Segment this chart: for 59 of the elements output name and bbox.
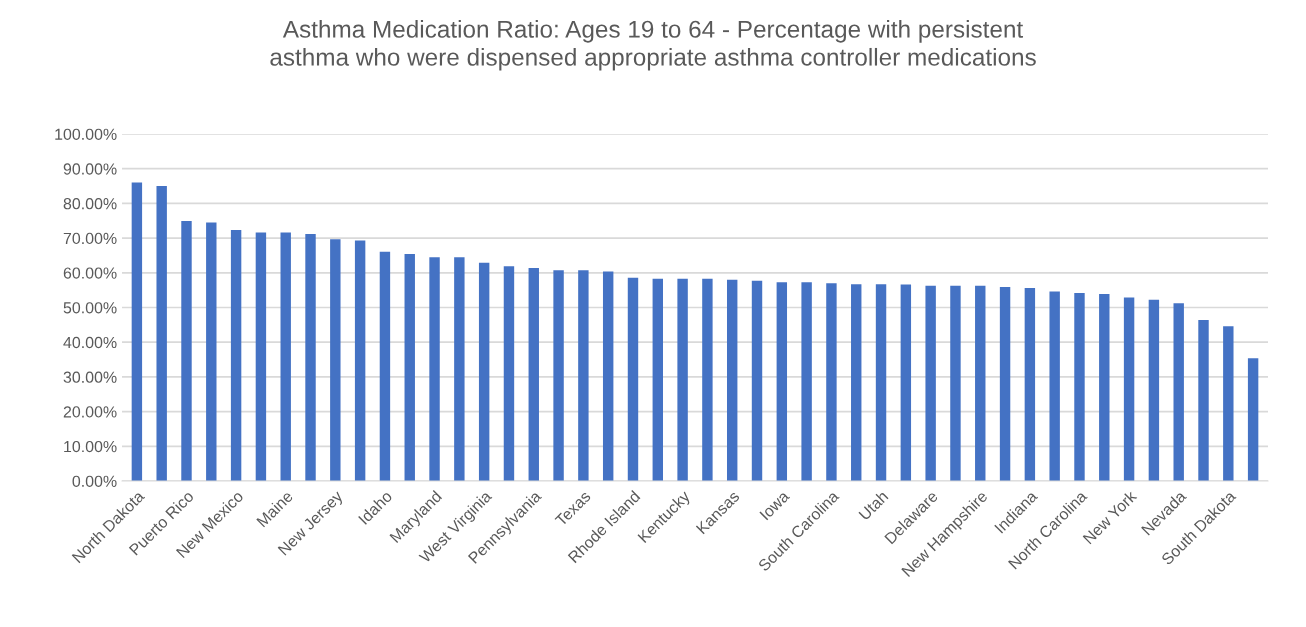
bar — [280, 232, 291, 481]
bar — [404, 254, 415, 481]
y-tick-label: 20.00% — [63, 406, 117, 418]
y-tick-label: 100.00% — [55, 128, 117, 140]
y-tick-label: 40.00% — [63, 336, 117, 349]
bar — [1099, 293, 1110, 481]
bar — [900, 284, 912, 481]
bar — [751, 280, 763, 481]
bar — [206, 222, 217, 481]
bar — [1074, 292, 1085, 481]
bar — [875, 284, 887, 481]
bar — [851, 284, 862, 481]
y-tick-label: 80.00% — [63, 198, 117, 210]
bar — [354, 240, 366, 481]
bar — [1148, 299, 1160, 481]
bar — [181, 221, 192, 481]
bar — [478, 262, 490, 481]
bar — [305, 233, 316, 481]
bar — [255, 232, 267, 481]
bar — [553, 270, 564, 481]
bar — [727, 279, 738, 481]
bar — [578, 270, 589, 481]
y-tick-label: 10.00% — [64, 440, 117, 453]
bar — [1024, 288, 1036, 481]
bar — [999, 287, 1011, 481]
bar — [131, 182, 143, 481]
bar — [230, 230, 242, 481]
bar — [677, 278, 688, 481]
bar — [776, 282, 788, 481]
chart-title: Asthma Medication Ratio: Ages 19 to 64 - Percentage with persistent asthma who were dispensed appropriate asthma controller medications — [270, 20, 1036, 71]
bar — [652, 278, 663, 481]
y-tick-label: 30.00% — [63, 371, 117, 383]
y-tick-label: 90.00% — [63, 163, 117, 175]
y-tick-label: 70.00% — [63, 232, 117, 245]
bar — [950, 285, 961, 481]
bar — [1049, 291, 1060, 481]
bar — [801, 282, 812, 481]
bar — [1198, 319, 1209, 481]
bar — [528, 267, 539, 481]
bar — [454, 257, 465, 481]
bar — [975, 285, 986, 481]
y-tick-label: 60.00% — [63, 267, 117, 279]
bar — [429, 257, 440, 481]
bar — [156, 186, 167, 481]
y-tick-label: 50.00% — [63, 302, 117, 314]
bar — [925, 285, 936, 481]
x-tick-label: Iowa — [759, 489, 791, 521]
bar — [826, 283, 837, 481]
bar — [702, 278, 713, 481]
bar — [627, 277, 639, 481]
bar — [1247, 358, 1259, 481]
bar — [1223, 326, 1234, 481]
y-tick-label: 0.00% — [72, 475, 117, 487]
bar — [1123, 297, 1135, 481]
bar — [503, 266, 515, 481]
bar — [602, 271, 614, 481]
bar — [1173, 303, 1184, 481]
bar — [330, 239, 341, 481]
bar — [379, 251, 391, 481]
